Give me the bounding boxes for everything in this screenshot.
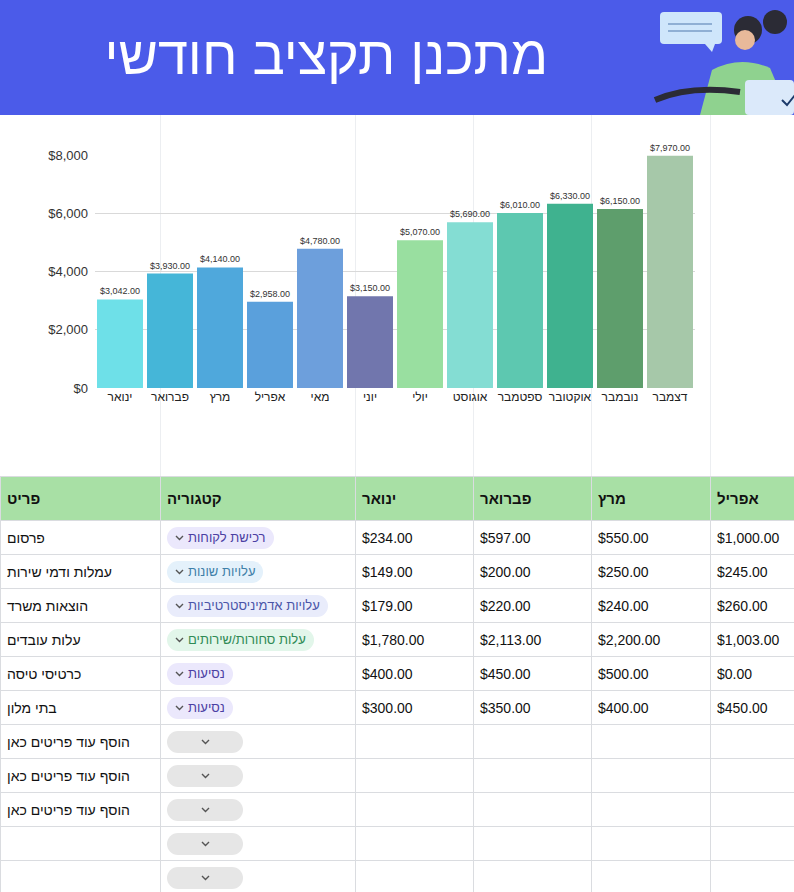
svg-text:מאי: מאי (311, 390, 330, 404)
svg-text:$3,150.00: $3,150.00 (350, 283, 390, 293)
html-text:עמלות ודמי שירות: עמלות ודמי שירות (7, 563, 112, 580)
html-text:$2,113.00: $2,113.00 (480, 631, 542, 648)
html-text:קטגוריה: קטגוריה (167, 490, 222, 507)
html-text:$250.00: $250.00 (598, 563, 649, 580)
html-text:עלות עובדים: עלות עובדים (7, 631, 81, 648)
html-text:פרסום: פרסום (7, 529, 45, 546)
svg-text:$0: $0 (74, 381, 88, 396)
html-text:$0.00: $0.00 (717, 665, 752, 682)
html-text:$400.00: $400.00 (598, 699, 649, 716)
html-text:נסיעות: נסיעות (188, 700, 225, 715)
html-text:אפריל: אפריל (717, 490, 759, 507)
html-text:$500.00: $500.00 (598, 665, 649, 682)
html-text:$450.00: $450.00 (717, 699, 768, 716)
svg-text:$4,000: $4,000 (48, 264, 88, 279)
html-text:$1,780.00: $1,780.00 (362, 631, 425, 648)
html-text:עלויות שונות: עלויות שונות (188, 564, 256, 579)
svg-text:פברואר: פברואר (151, 390, 189, 404)
svg-text:$6,330.00: $6,330.00 (550, 191, 590, 201)
svg-text:יולי: יולי (412, 390, 428, 404)
svg-text:$5,070.00: $5,070.00 (400, 227, 440, 237)
svg-text:$2,958.00: $2,958.00 (250, 289, 290, 299)
html-text:$245.00: $245.00 (717, 563, 768, 580)
html-text:$220.00: $220.00 (480, 597, 531, 614)
html-text:מרץ: מרץ (598, 490, 626, 507)
html-text:$1,000.00: $1,000.00 (717, 529, 780, 546)
html-text:$240.00: $240.00 (598, 597, 649, 614)
svg-text:אוגוסט: אוגוסט (453, 390, 488, 404)
html-text:הוסף עוד פריטים כאן: הוסף עוד פריטים כאן (7, 733, 130, 750)
html-text:$597.00: $597.00 (480, 529, 531, 546)
html-text:$149.00: $149.00 (362, 563, 413, 580)
html-text:מתכנן תקציב חודשי: מתכנן תקציב חודשי (104, 25, 548, 85)
svg-text:$8,000: $8,000 (48, 148, 88, 163)
html-text:$550.00: $550.00 (598, 529, 649, 546)
html-text:$179.00: $179.00 (362, 597, 413, 614)
html-text:$350.00: $350.00 (480, 699, 531, 716)
html-text:פברואר: פברואר (480, 490, 532, 507)
svg-text:ינואר: ינואר (108, 390, 133, 404)
html-text:רכישת לקוחות: רכישת לקוחות (188, 530, 266, 545)
html-text:הוסף עוד פריטים כאן: הוסף עוד פריטים כאן (7, 801, 130, 818)
html-text:$2,200.00: $2,200.00 (598, 631, 661, 648)
svg-text:אוקטובר: אוקטובר (549, 390, 592, 404)
svg-text:$5,690.00: $5,690.00 (450, 209, 490, 219)
svg-text:$3,042.00: $3,042.00 (100, 286, 140, 296)
html-text:עלות סחורות/שירותים: עלות סחורות/שירותים (188, 632, 306, 647)
html-text:כרטיסי טיסה: כרטיסי טיסה (7, 665, 82, 682)
svg-text:$6,000: $6,000 (48, 206, 88, 221)
svg-text:נובמבר: נובמבר (602, 390, 639, 404)
svg-text:$6,150.00: $6,150.00 (600, 196, 640, 206)
html-text:הוצאות משרד: הוצאות משרד (7, 597, 89, 614)
html-text:פריט: פריט (7, 490, 41, 507)
html-text:בתי מלון: בתי מלון (7, 699, 57, 716)
html-text:עלויות אדמיניסטרטיביות: עלויות אדמיניסטרטיביות (188, 598, 320, 613)
svg-text:$7,970.00: $7,970.00 (650, 143, 690, 153)
html-text:$300.00: $300.00 (362, 699, 413, 716)
html-text:$450.00: $450.00 (480, 665, 531, 682)
svg-text:$4,140.00: $4,140.00 (200, 254, 240, 264)
svg-text:ספטמבר: ספטמבר (498, 390, 543, 404)
svg-text:$4,780.00: $4,780.00 (300, 236, 340, 246)
html-text:ינואר: ינואר (362, 490, 397, 507)
html-text:נסיעות: נסיעות (188, 666, 225, 681)
html-text:$400.00: $400.00 (362, 665, 413, 682)
html-text:הוסף עוד פריטים כאן: הוסף עוד פריטים כאן (7, 767, 130, 784)
html-text:$260.00: $260.00 (717, 597, 768, 614)
html-text:$234.00: $234.00 (362, 529, 413, 546)
svg-text:מרץ: מרץ (210, 390, 231, 404)
svg-text:אפריל: אפריל (255, 390, 286, 404)
svg-text:$3,930.00: $3,930.00 (150, 261, 190, 271)
html-text:$1,003.00: $1,003.00 (717, 631, 780, 648)
svg-text:יוני: יוני (363, 390, 377, 404)
svg-text:דצמבר: דצמבר (652, 390, 687, 404)
svg-text:$6,010.00: $6,010.00 (500, 200, 540, 210)
svg-text:$2,000: $2,000 (48, 322, 88, 337)
html-text:$200.00: $200.00 (480, 563, 531, 580)
